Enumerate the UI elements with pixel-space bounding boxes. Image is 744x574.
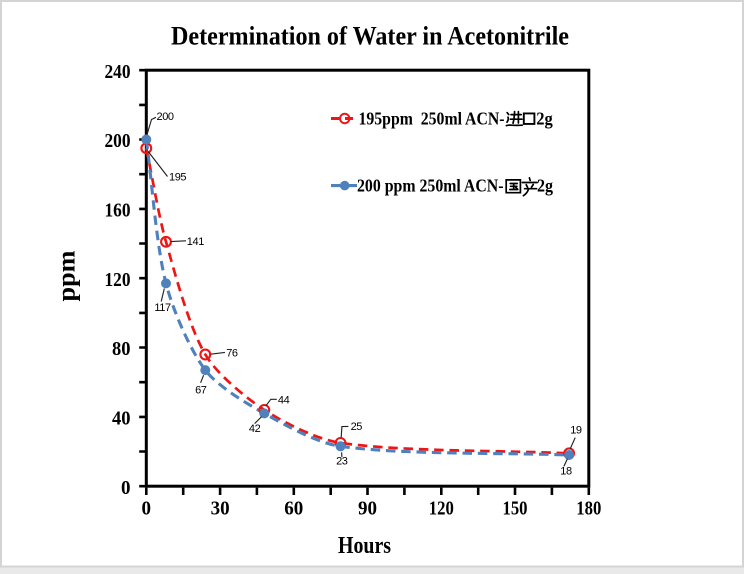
svg-text:Hours: Hours <box>338 533 391 559</box>
svg-text:200: 200 <box>157 111 174 123</box>
svg-text:2g: 2g <box>536 109 553 129</box>
svg-text:200 ppm 250ml ACN-: 200 ppm 250ml ACN- <box>357 176 504 196</box>
svg-text:141: 141 <box>187 236 204 248</box>
svg-text:30: 30 <box>211 498 230 520</box>
svg-text:40: 40 <box>112 408 131 430</box>
svg-text:120: 120 <box>105 269 131 291</box>
svg-text:76: 76 <box>226 347 238 359</box>
svg-text:42: 42 <box>249 423 261 435</box>
svg-text:23: 23 <box>336 456 348 468</box>
svg-text:44: 44 <box>278 395 290 407</box>
svg-text:180: 180 <box>576 498 601 520</box>
svg-text:150: 150 <box>503 498 528 520</box>
svg-text:2g: 2g <box>537 176 553 196</box>
svg-text:67: 67 <box>195 384 207 396</box>
svg-text:0: 0 <box>121 477 131 499</box>
svg-text:Determination of Water in Acet: Determination of Water in Acetonitrile <box>171 21 569 50</box>
svg-text:90: 90 <box>358 498 377 520</box>
svg-text:200: 200 <box>105 130 131 152</box>
svg-text:25: 25 <box>351 421 363 433</box>
svg-text:160: 160 <box>105 200 131 222</box>
svg-text:0: 0 <box>142 498 152 520</box>
svg-text:195: 195 <box>169 172 186 184</box>
svg-text:120: 120 <box>429 498 454 520</box>
svg-text:60: 60 <box>284 498 303 520</box>
svg-text:19: 19 <box>570 425 582 437</box>
svg-text:240: 240 <box>105 61 131 83</box>
svg-text:80: 80 <box>112 338 131 360</box>
svg-text:18: 18 <box>560 465 572 477</box>
svg-text:ppm: ppm <box>54 250 81 301</box>
svg-text:117: 117 <box>154 302 171 314</box>
svg-text:195ppm 250ml ACN-: 195ppm 250ml ACN- <box>359 109 505 129</box>
